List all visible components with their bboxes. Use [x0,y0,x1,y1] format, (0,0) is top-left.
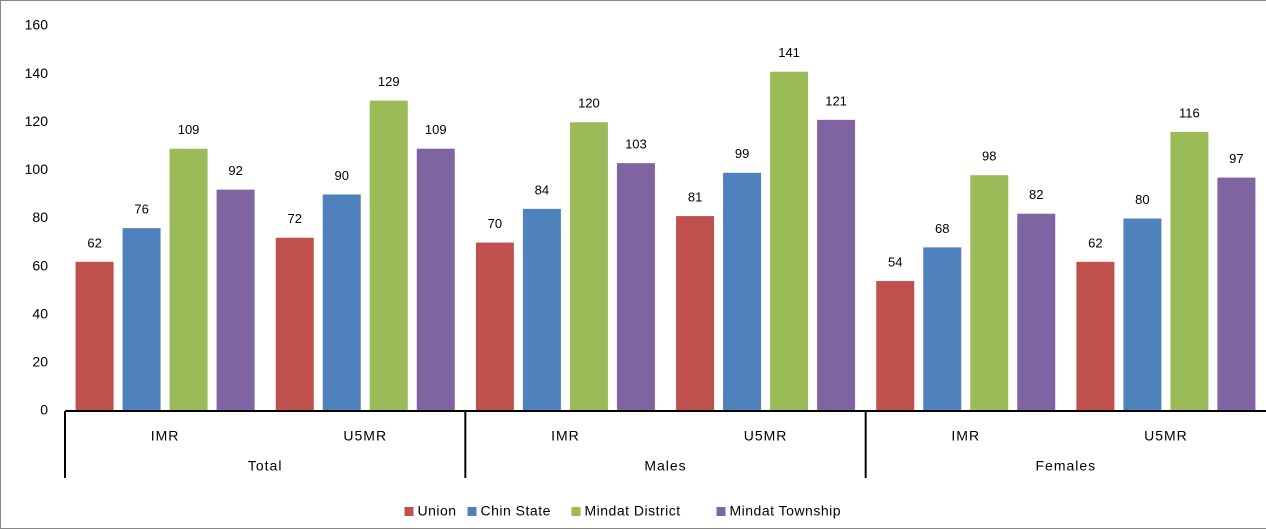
legend-label: Union [418,503,457,519]
y-tick-label: 100 [25,161,49,177]
y-tick-label: 80 [32,209,48,225]
bar [1017,213,1056,411]
legend-swatch [467,507,477,516]
x-tick-label: U5MR [343,428,387,444]
bar [1217,177,1256,411]
bar [970,175,1009,411]
bar [723,172,762,411]
legend-swatch [571,507,581,516]
data-label: 62 [1088,235,1102,250]
bar [616,163,655,411]
data-label: 68 [935,221,949,236]
data-label: 141 [778,45,800,60]
bar [676,216,715,411]
x-tick-label: IMR [951,428,980,444]
data-label: 97 [1229,151,1243,166]
bar [817,119,856,411]
bar [770,71,809,411]
x-tick-label: IMR [551,428,580,444]
data-label: 81 [688,190,702,205]
bar [1076,261,1115,411]
bar [1123,218,1162,411]
x-tick-label: U5MR [744,428,788,444]
group-label: Total [248,458,283,474]
bar [369,100,408,411]
data-label: 84 [535,182,549,197]
y-tick-label: 0 [40,402,48,418]
data-label: 82 [1029,187,1043,202]
data-label: 70 [488,216,502,231]
data-label: 116 [1179,105,1200,120]
data-label: 99 [735,146,749,161]
data-label: 76 [134,202,148,217]
bar [275,237,314,411]
data-label: 103 [625,137,647,152]
bar [522,208,561,411]
data-label: 92 [228,163,242,178]
legend-swatch [716,507,726,516]
data-label: 109 [425,122,447,137]
legend-label: Chin State [481,503,551,519]
data-label: 62 [87,235,101,250]
bar [1170,131,1209,411]
data-label: 54 [888,255,902,270]
y-tick-label: 140 [25,65,49,81]
data-label: 120 [578,96,600,111]
data-label: 98 [982,149,996,164]
data-label: 109 [178,122,200,137]
y-tick-label: 60 [32,257,48,273]
y-tick-label: 120 [25,113,49,129]
legend-label: Mindat Township [730,503,842,519]
x-tick-label: U5MR [1144,428,1188,444]
data-label: 72 [288,211,302,226]
bar [923,247,962,411]
bar [322,194,361,411]
y-tick-label: 20 [32,354,48,370]
group-label: Females [1035,458,1096,474]
data-label: 90 [335,168,349,183]
bar [416,148,455,411]
bar [122,228,161,411]
legend-label: Mindat District [585,503,681,519]
bar [475,242,514,411]
y-tick-label: 40 [32,305,48,321]
bar [169,148,208,411]
bar [216,189,255,411]
x-tick-label: IMR [151,428,180,444]
legend-swatch [404,507,414,516]
data-label: 80 [1135,192,1149,207]
y-tick-label: 160 [25,17,49,33]
bar [75,261,114,411]
bar [569,122,608,411]
bar [876,281,915,411]
data-label: 121 [825,93,847,108]
data-label: 129 [378,74,400,89]
group-label: Males [644,458,686,474]
